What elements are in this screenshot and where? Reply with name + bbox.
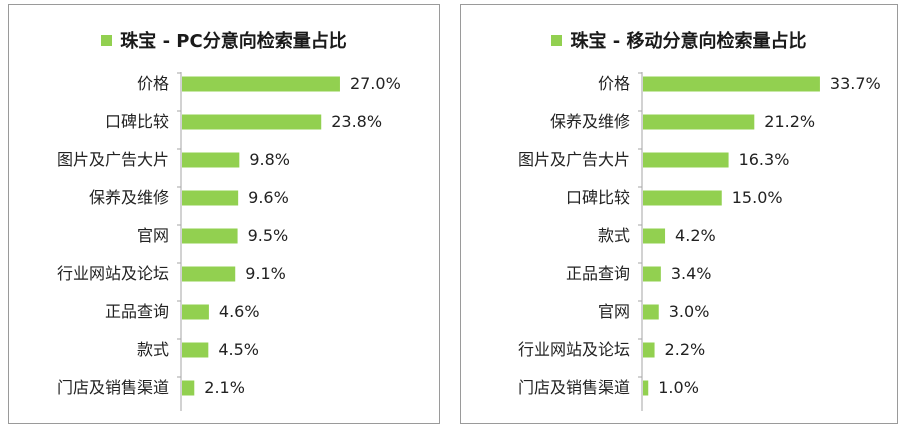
bar — [182, 152, 240, 168]
data-label: 9.1% — [245, 264, 286, 283]
bar — [643, 266, 661, 282]
bar — [643, 190, 722, 206]
bar — [643, 342, 655, 358]
category-label: 官网 — [598, 302, 630, 321]
data-label: 15.0% — [732, 188, 783, 207]
category-label: 图片及广告大片 — [518, 150, 630, 169]
data-label: 2.1% — [204, 378, 245, 397]
chart-title-text: 珠宝 - 移动分意向检索量占比 — [570, 31, 807, 52]
category-label: 保养及维修 — [550, 112, 630, 131]
category-label: 图片及广告大片 — [57, 150, 169, 169]
bar — [182, 266, 236, 282]
bar — [643, 114, 755, 130]
bar — [182, 114, 322, 130]
chart-panel-mobile: 珠宝 - 移动分意向检索量占比 价格 33.7% 保养及维修 21.2% 图片及广告大片… — [460, 4, 898, 424]
bar — [182, 342, 209, 358]
bar — [182, 380, 195, 396]
category-label: 价格 — [598, 74, 630, 93]
category-label: 门店及销售渠道 — [57, 378, 169, 397]
category-label: 口碑比较 — [566, 188, 630, 207]
data-label: 2.2% — [665, 340, 706, 359]
data-label: 1.0% — [658, 378, 699, 397]
bar-chart-mobile: 价格 33.7% 保养及维修 21.2% 图片及广告大片 16.3% 口碑比较 15.0% 款式… — [518, 72, 881, 411]
category-label: 正品查询 — [566, 264, 630, 283]
bar — [643, 380, 649, 396]
data-label: 9.5% — [248, 226, 289, 245]
data-label: 9.8% — [249, 150, 290, 169]
category-label: 行业网站及论坛 — [57, 264, 169, 283]
bar — [182, 76, 340, 92]
legend-swatch — [551, 35, 563, 46]
category-label: 保养及维修 — [89, 188, 169, 207]
category-label: 款式 — [137, 340, 169, 359]
bar — [643, 304, 659, 320]
bar — [643, 76, 820, 92]
category-label: 口碑比较 — [105, 112, 169, 131]
data-label: 4.2% — [675, 226, 716, 245]
bar-chart-pc: 价格 27.0% 口碑比较 23.8% 图片及广告大片 9.8% 保养及维修 9.6% 官网 9.… — [57, 72, 401, 411]
legend-swatch — [101, 35, 113, 46]
category-label: 正品查询 — [105, 302, 169, 321]
category-label: 门店及销售渠道 — [518, 378, 630, 397]
data-label: 21.2% — [764, 112, 815, 131]
category-label: 款式 — [598, 226, 630, 245]
data-label: 23.8% — [331, 112, 382, 131]
data-label: 3.4% — [671, 264, 712, 283]
bar — [643, 152, 729, 168]
data-label: 4.5% — [218, 340, 259, 359]
chart-title-mobile: 珠宝 - 移动分意向检索量占比 — [461, 27, 897, 53]
data-label: 33.7% — [830, 74, 881, 93]
bar — [182, 304, 209, 320]
bar — [182, 228, 238, 244]
data-label: 27.0% — [350, 74, 401, 93]
category-label: 价格 — [137, 74, 169, 93]
data-label: 4.6% — [219, 302, 260, 321]
data-label: 3.0% — [669, 302, 710, 321]
category-label: 行业网站及论坛 — [518, 340, 630, 359]
data-label: 9.6% — [248, 188, 289, 207]
data-label: 16.3% — [739, 150, 790, 169]
category-label: 官网 — [137, 226, 169, 245]
bar — [643, 228, 666, 244]
chart-panel-pc: 珠宝 - PC分意向检索量占比 价格 27.0% 口碑比较 23.8% 图片及广告大片 9… — [8, 4, 440, 424]
chart-title-text: 珠宝 - PC分意向检索量占比 — [120, 31, 347, 52]
chart-title-pc: 珠宝 - PC分意向检索量占比 — [9, 27, 439, 53]
bar — [182, 190, 239, 206]
